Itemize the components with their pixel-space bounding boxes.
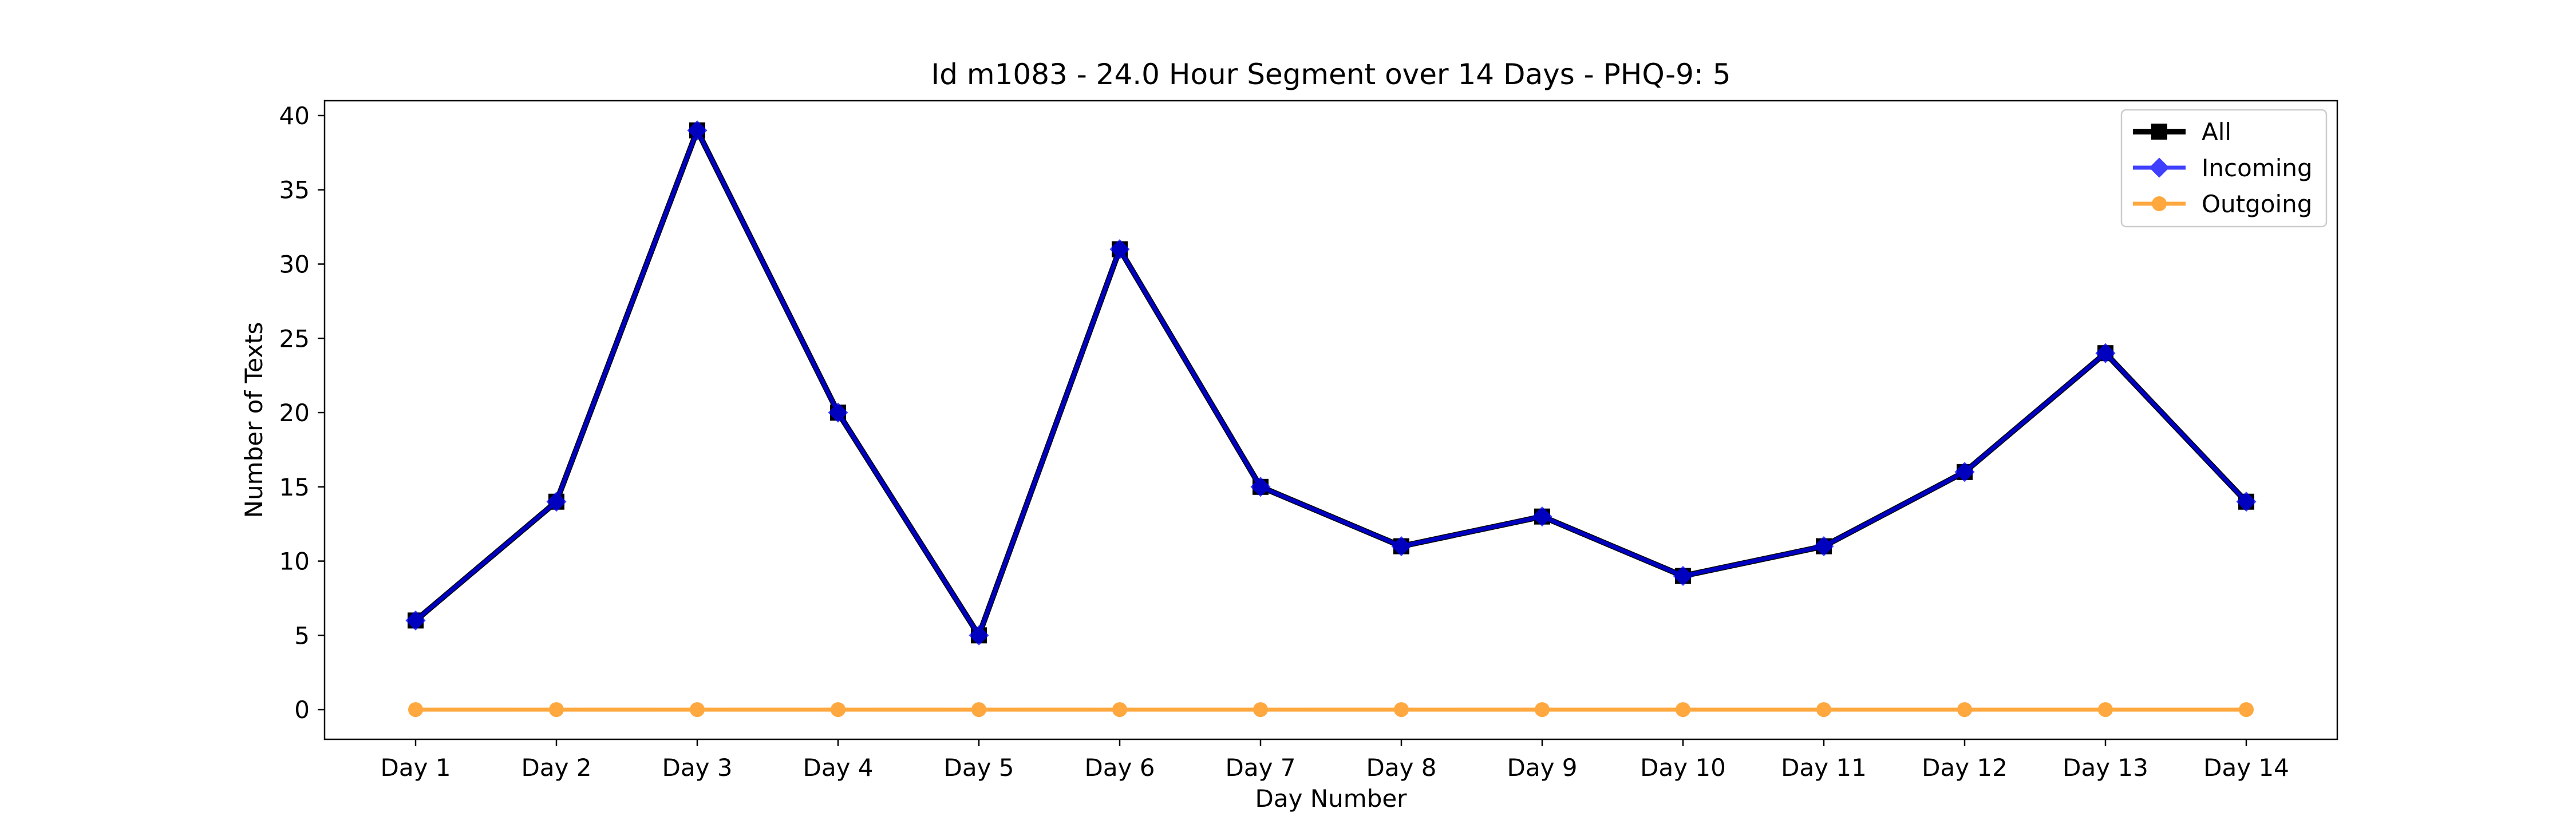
x-tick-label: Day 2 (521, 754, 591, 782)
series-all (408, 122, 2254, 644)
data-point-incoming (1954, 462, 1975, 482)
data-point-incoming (1250, 477, 1271, 497)
x-tick-label: Day 6 (1084, 754, 1155, 782)
legend-label: All (2202, 118, 2231, 146)
data-point-incoming (1109, 239, 1130, 260)
axes: 0 5 10 15 20 25 30 35 40 Day 1 Day 2 Day 3 Day 4 Day … (279, 102, 2289, 782)
chart-title: Id m1083 - 24.0 Hour Segment over 14 Day… (931, 58, 1730, 91)
data-point-incoming (1532, 506, 1552, 527)
legend-label: Outgoing (2202, 190, 2312, 218)
y-tick-label: 10 (279, 548, 310, 576)
plot-frame (323, 100, 2338, 740)
x-tick-label: Day 4 (803, 754, 873, 782)
legend-box (2120, 109, 2328, 228)
legend-marker (2152, 196, 2167, 211)
data-point-outgoing (2239, 702, 2254, 718)
legend-label: Incoming (2202, 154, 2313, 182)
x-tick-label: Day 12 (1922, 754, 2008, 782)
y-axis-label: Number of Texts (240, 322, 268, 518)
y-tick-label: 5 (294, 621, 310, 649)
y-tick-label: 15 (279, 473, 310, 501)
x-tick-label: Day 11 (1781, 754, 1867, 782)
data-point-outgoing (831, 702, 846, 718)
legend: All Incoming Outgoing (2120, 109, 2328, 228)
data-point-incoming (828, 402, 848, 423)
series-incoming (405, 120, 2257, 645)
y-tick-label: 0 (294, 696, 310, 724)
y-tick-label: 25 (279, 324, 310, 352)
x-tick-label: Day 3 (662, 754, 732, 782)
data-point-incoming (969, 625, 989, 645)
data-point-incoming (2236, 492, 2257, 512)
data-point-incoming (405, 610, 426, 631)
x-axis-label: Day Number (1255, 785, 1407, 813)
x-tick-label: Day 5 (943, 754, 1014, 782)
data-point-outgoing (408, 702, 423, 718)
data-point-incoming (2095, 343, 2116, 363)
series-line-incoming (414, 128, 2248, 637)
series-outgoing (408, 702, 2254, 718)
data-point-outgoing (1535, 702, 1550, 718)
x-tick-label: Day 7 (1225, 754, 1295, 782)
data-point-outgoing (1394, 702, 1409, 718)
data-point-incoming (687, 120, 708, 141)
data-point-outgoing (549, 702, 564, 718)
data-point-outgoing (1253, 702, 1268, 718)
legend-entry (2133, 124, 2186, 140)
data-point-outgoing (1676, 702, 1690, 718)
data-point-outgoing (690, 702, 705, 718)
data-point-outgoing (1816, 702, 1831, 718)
data-point-outgoing (2098, 702, 2113, 718)
data-point-incoming (1673, 565, 1693, 587)
x-tick-label: Day 8 (1366, 754, 1436, 782)
x-tick-label: Day 14 (2203, 754, 2289, 782)
data-point-outgoing (1957, 702, 1972, 718)
legend-entry (2133, 157, 2186, 178)
x-tick-label: Day 9 (1507, 754, 1577, 782)
legend-entry (2133, 196, 2186, 211)
y-tick-label: 20 (279, 399, 310, 427)
data-point-incoming (1391, 536, 1412, 557)
data-point-outgoing (971, 702, 986, 718)
plot-area (405, 120, 2257, 718)
x-tick-label: Day 13 (2063, 754, 2148, 782)
x-tick-label: Day 1 (380, 754, 451, 782)
data-point-incoming (546, 492, 567, 512)
legend-marker (2149, 157, 2170, 178)
series-line-all (413, 127, 2249, 639)
legend-marker (2151, 124, 2167, 140)
data-point-outgoing (1112, 702, 1127, 718)
y-tick-label: 30 (279, 250, 310, 278)
data-point-incoming (1814, 536, 1834, 557)
x-tick-label: Day 10 (1640, 754, 1726, 782)
y-tick-label: 40 (279, 102, 310, 130)
y-tick-label: 35 (279, 176, 310, 204)
